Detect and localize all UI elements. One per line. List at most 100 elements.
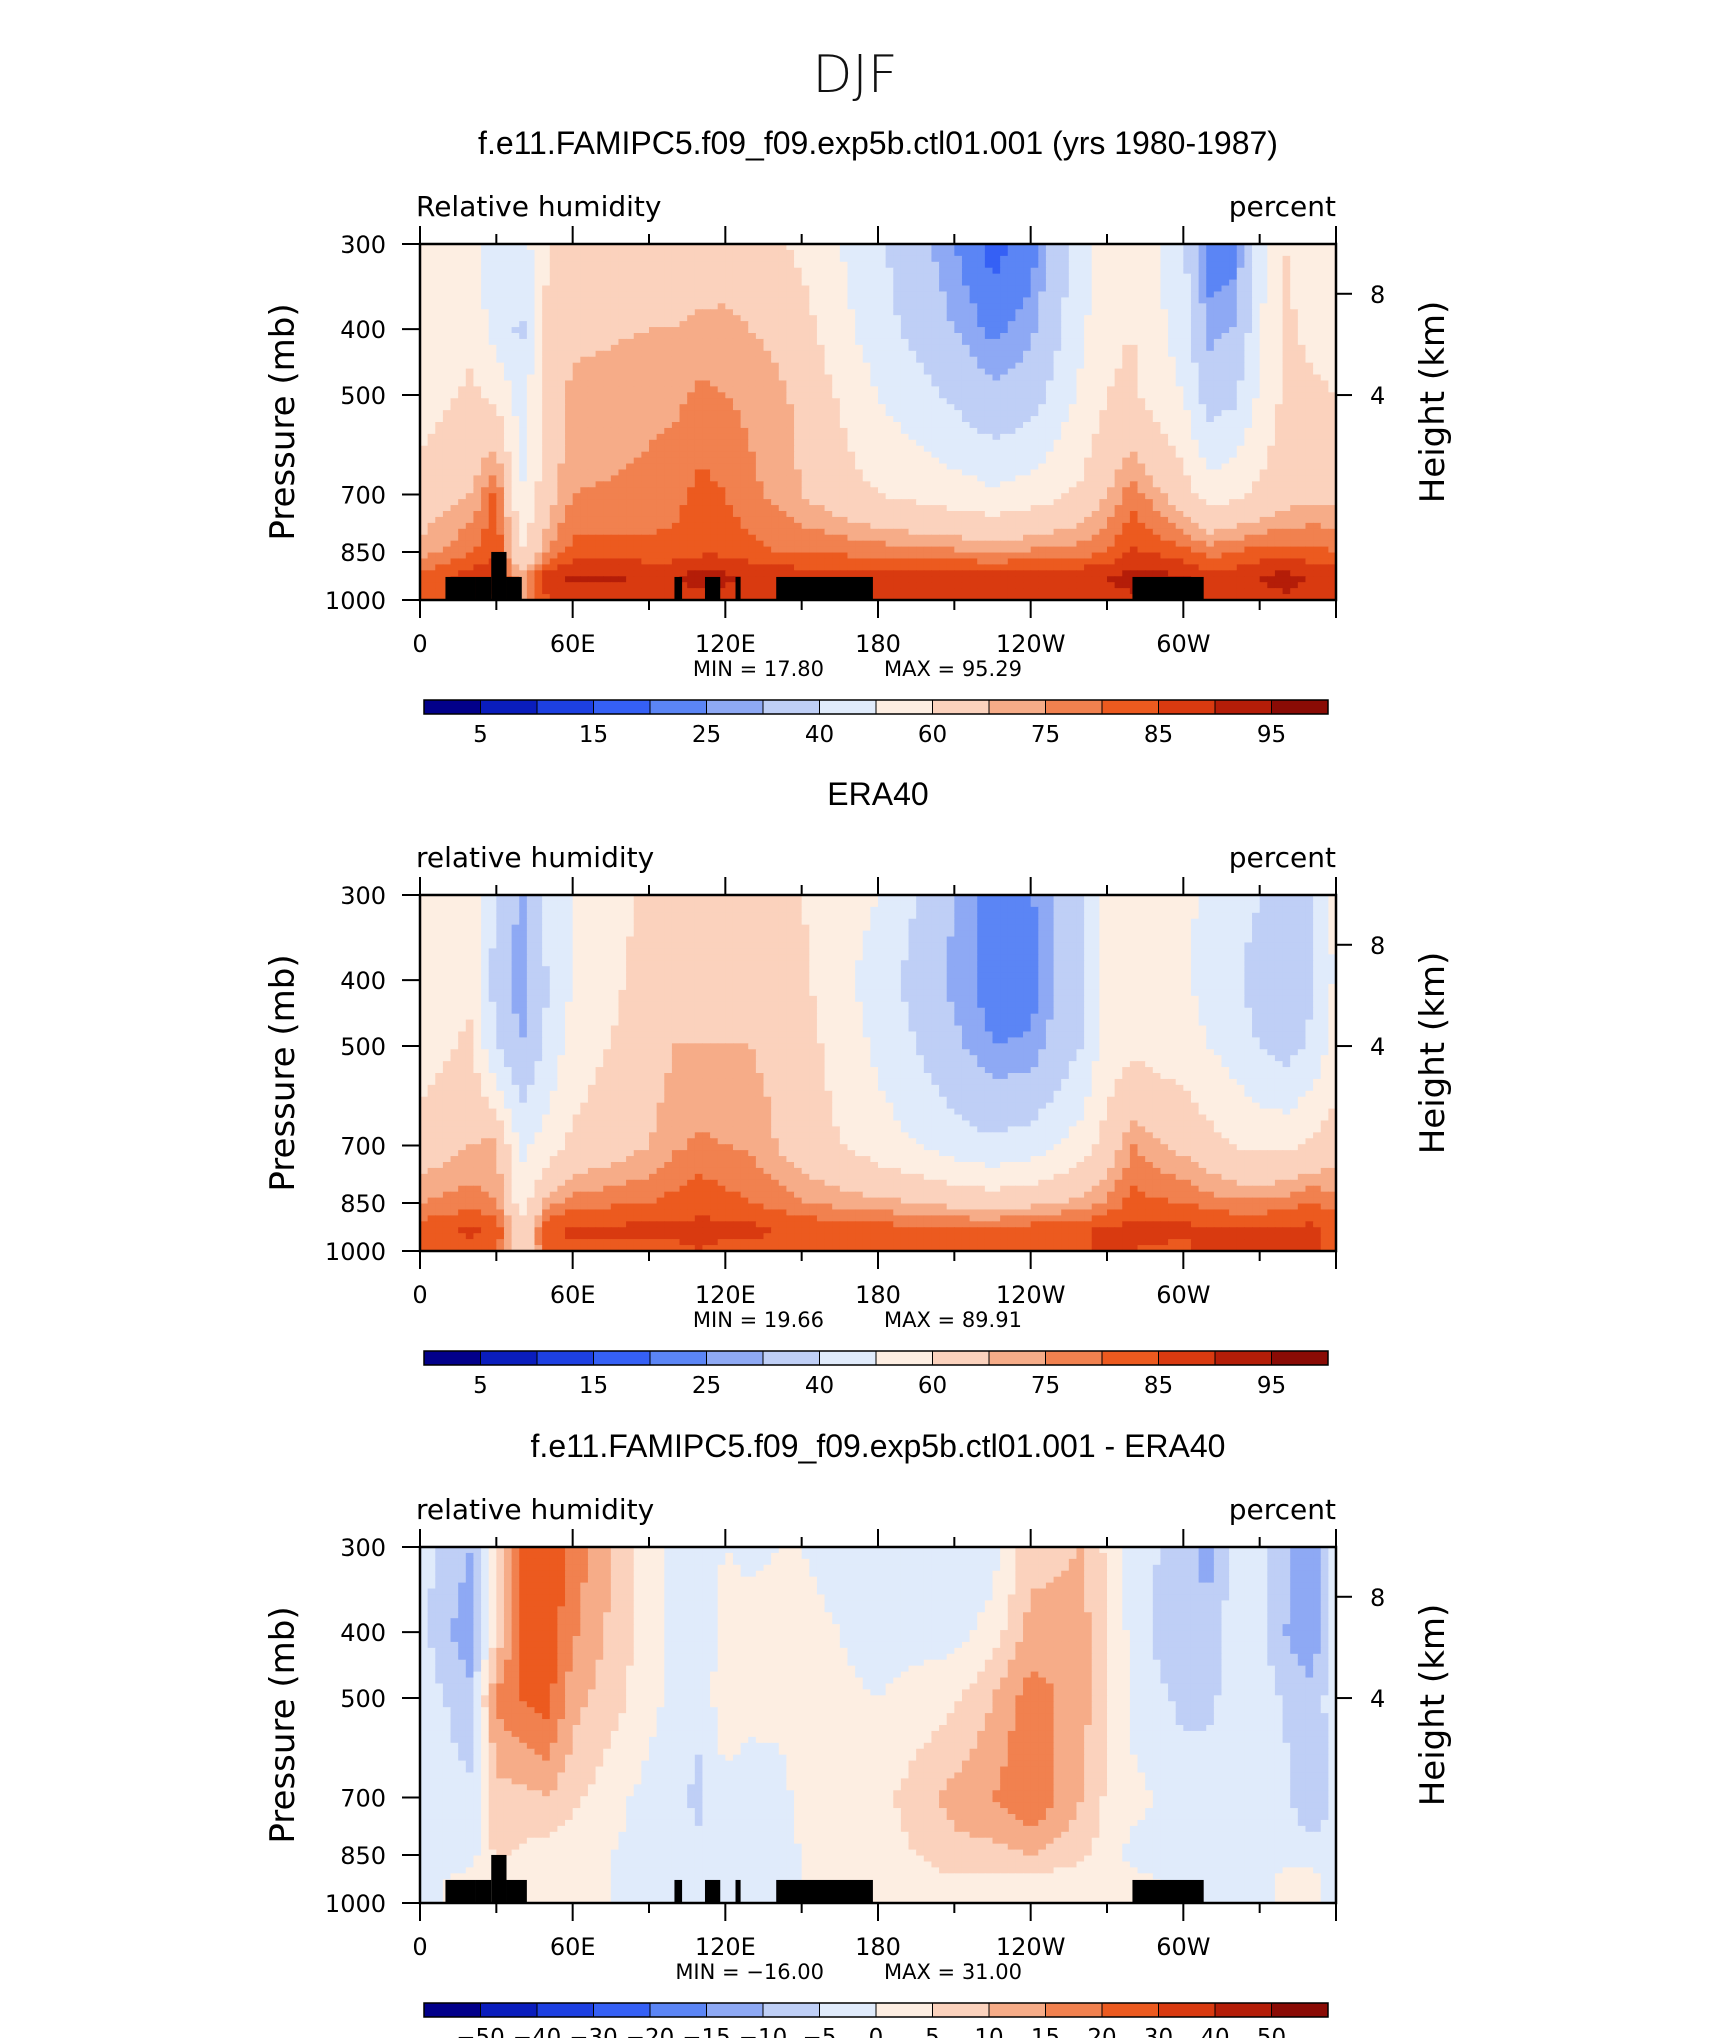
heatmap-cell — [954, 362, 963, 370]
heatmap-cell — [488, 374, 497, 382]
heatmap-cell — [816, 422, 826, 429]
heatmap-cell — [610, 321, 620, 328]
heatmap-cell — [1252, 267, 1261, 275]
heatmap-cell — [664, 457, 673, 465]
heatmap-cell — [1030, 255, 1039, 263]
heatmap-cell — [900, 297, 910, 304]
heatmap-cell — [763, 261, 772, 269]
heatmap-cell — [488, 380, 497, 387]
heatmap-cell — [580, 350, 589, 358]
heatmap-cell — [1168, 321, 1177, 328]
heatmap-cell — [679, 327, 688, 334]
heatmap-cell — [649, 422, 658, 429]
heatmap-cell — [671, 451, 681, 459]
heatmap-cell — [534, 475, 543, 482]
heatmap-cell — [916, 338, 925, 346]
heatmap-cell — [862, 297, 871, 304]
heatmap-cell — [916, 481, 925, 488]
heatmap-cell — [885, 392, 894, 399]
heatmap-cell — [481, 451, 490, 459]
heatmap-cell — [1068, 362, 1078, 370]
heatmap-cell — [946, 410, 955, 417]
heatmap-cell — [847, 392, 856, 399]
heatmap-cell — [725, 433, 734, 441]
heatmap-cell — [878, 457, 887, 465]
heatmap-cell — [1068, 285, 1078, 293]
heatmap-cell — [939, 333, 948, 340]
heatmap-cell — [656, 445, 665, 453]
heatmap-cell — [1015, 244, 1024, 251]
heatmap-cell — [526, 350, 536, 358]
heatmap-cell — [1259, 433, 1268, 441]
heatmap-cell — [1007, 244, 1016, 251]
heatmap-cell — [740, 374, 749, 382]
heatmap-cell — [1175, 291, 1184, 298]
heatmap-cell — [969, 338, 978, 346]
heatmap-cell — [610, 350, 620, 358]
heatmap-cell — [1198, 279, 1207, 287]
heatmap-cell — [610, 279, 620, 287]
heatmap-cell — [931, 368, 940, 376]
heatmap-cell — [1221, 457, 1230, 465]
heatmap-cell — [687, 439, 696, 447]
heatmap-cell — [992, 255, 1001, 263]
heatmap-cell — [473, 273, 482, 281]
heatmap-cell — [946, 380, 955, 387]
heatmap-cell — [832, 273, 841, 281]
heatmap-cell — [1015, 398, 1024, 405]
heatmap-cell — [847, 249, 856, 257]
heatmap-cell — [1152, 451, 1162, 459]
heatmap-cell — [496, 433, 505, 441]
heatmap-cell — [771, 350, 780, 358]
heatmap-cell — [1320, 261, 1329, 269]
heatmap-cell — [1045, 279, 1055, 287]
heatmap-cell — [1122, 356, 1131, 364]
heatmap-cell — [916, 487, 925, 494]
heatmap-cell — [1038, 392, 1047, 399]
heatmap-cell — [427, 487, 436, 494]
heatmap-cell — [824, 427, 833, 435]
heatmap-cell — [702, 445, 711, 453]
heatmap-cell — [1000, 427, 1009, 435]
heatmap-cell — [679, 398, 688, 405]
heatmap-cell — [839, 362, 849, 370]
heatmap-cell — [1091, 380, 1100, 387]
heatmap-cell — [1190, 333, 1200, 340]
heatmap-cell — [748, 380, 757, 387]
heatmap-cell — [1244, 327, 1253, 334]
heatmap-cell — [618, 439, 627, 447]
heatmap-cell — [641, 291, 650, 298]
heatmap-cell — [786, 338, 795, 346]
heatmap-cell — [931, 487, 940, 494]
heatmap-cell — [1274, 433, 1284, 441]
heatmap-cell — [755, 416, 765, 423]
heatmap-cell — [1244, 285, 1253, 293]
heatmap-cell — [603, 481, 612, 488]
heatmap-cell — [1061, 427, 1070, 435]
heatmap-cell — [885, 321, 894, 328]
heatmap-cell — [992, 315, 1001, 322]
heatmap-cell — [1175, 451, 1184, 459]
heatmap-cell — [1305, 321, 1314, 328]
heatmap-cell — [1213, 297, 1223, 304]
heatmap-cell — [1229, 392, 1238, 399]
heatmap-cell — [1114, 291, 1123, 298]
heatmap-cell — [1045, 422, 1055, 429]
heatmap-cell — [1206, 321, 1215, 328]
heatmap-cell — [1206, 261, 1215, 269]
heatmap-cell — [893, 303, 902, 310]
heatmap-cell — [687, 416, 696, 423]
heatmap-cell — [618, 487, 627, 494]
heatmap-cell — [1259, 410, 1268, 417]
heatmap-cell — [885, 445, 894, 453]
heatmap-cell — [1206, 333, 1215, 340]
heatmap-cell — [893, 392, 902, 399]
heatmap-cell — [984, 386, 994, 393]
heatmap-cell — [900, 291, 910, 298]
heatmap-cell — [679, 469, 688, 476]
heatmap-cell — [1213, 481, 1223, 488]
heatmap-cell — [732, 463, 742, 471]
heatmap-cell — [1229, 267, 1238, 275]
heatmap-cell — [473, 404, 482, 411]
heatmap-cell — [1007, 475, 1016, 482]
